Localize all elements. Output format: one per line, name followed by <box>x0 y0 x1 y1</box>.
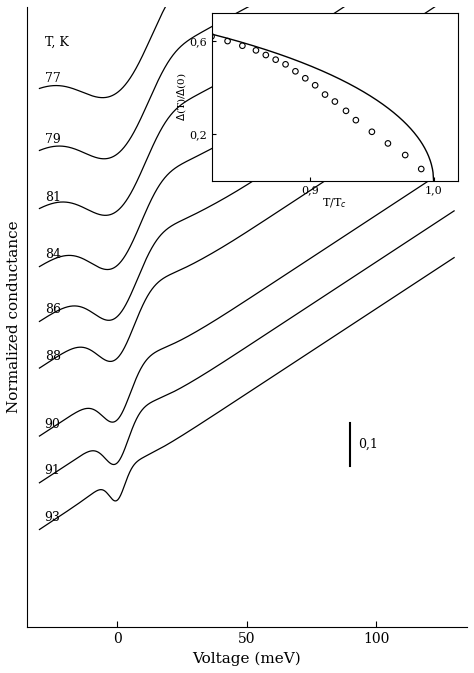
Text: 77: 77 <box>45 72 60 85</box>
Text: $\mathbf{V_g}$: $\mathbf{V_g}$ <box>242 106 269 133</box>
Y-axis label: Normalized conductance: Normalized conductance <box>7 221 21 413</box>
Text: 93: 93 <box>45 511 61 524</box>
Text: 88: 88 <box>45 349 61 363</box>
Text: 90: 90 <box>45 417 61 431</box>
Text: 79: 79 <box>45 133 60 147</box>
Text: 0,1: 0,1 <box>358 438 378 451</box>
X-axis label: Voltage (meV): Voltage (meV) <box>192 651 301 666</box>
Text: 84: 84 <box>45 248 61 262</box>
Text: 81: 81 <box>45 191 61 204</box>
Text: 91: 91 <box>45 464 61 477</box>
Text: 86: 86 <box>45 303 61 316</box>
Text: T, K: T, K <box>45 36 69 48</box>
